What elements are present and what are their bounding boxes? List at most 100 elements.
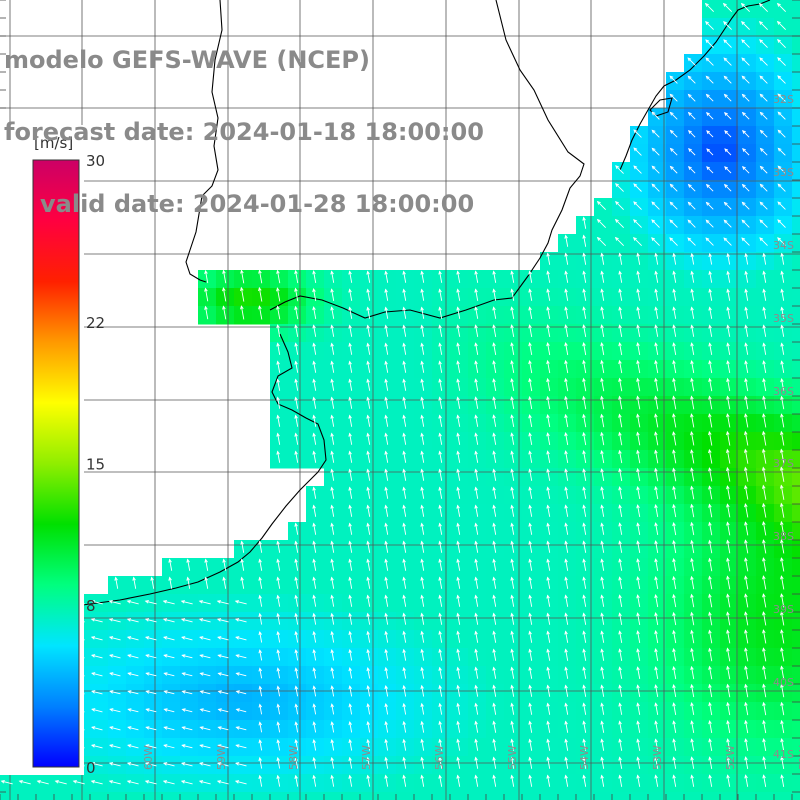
wind-arrow [330,721,335,733]
wind-arrow [258,739,263,751]
wind-arrow [492,720,497,733]
wind-arrow [744,395,749,410]
wind-arrow [546,576,551,589]
wind-arrow [456,522,461,535]
wind-arrow [510,684,515,697]
wind-arrow [726,503,731,518]
wind-arrow [780,520,785,536]
wind-arrow [780,324,785,337]
wind-arrow [510,306,515,319]
wind-arrow [651,219,660,228]
wind-arrow [294,269,299,284]
wind-arrow [672,413,677,428]
latitude-label: 35S [773,312,794,325]
wind-arrow [546,756,551,769]
wind-arrow [744,557,749,572]
field-cell [792,648,800,667]
wind-arrow [690,575,695,590]
wind-arrow [18,780,31,785]
wind-arrow [126,780,139,785]
wind-arrow [312,540,317,553]
wind-arrow [366,504,371,517]
wind-arrow [384,414,389,427]
wind-arrow [108,780,121,785]
wind-arrow [762,430,767,446]
wind-arrow [348,558,353,571]
wind-arrow [199,636,211,641]
wind-arrow [456,378,461,391]
wind-arrow [276,324,281,338]
wind-arrow [672,684,677,698]
wind-arrow [330,667,335,679]
wind-arrow [762,377,767,392]
wind-arrow [777,165,786,174]
wind-arrow [636,558,641,571]
wind-arrow [330,306,335,319]
wind-arrow [492,288,497,301]
wind-arrow [636,431,641,446]
wind-arrow [582,666,587,679]
wind-arrow [456,432,461,445]
wind-arrow [744,647,749,662]
wind-arrow [258,594,263,607]
wind-arrow [705,21,714,30]
wind-arrow [723,237,732,246]
wind-arrow [672,647,677,662]
wind-arrow [672,665,677,680]
wind-arrow [726,738,731,752]
wind-arrow [438,612,443,625]
wind-arrow [636,630,641,644]
colorbar-tick-label: 30 [86,152,105,170]
wind-arrow [780,360,785,373]
wind-arrow [528,576,533,589]
wind-arrow [54,780,67,785]
wind-arrow [492,648,497,661]
wind-arrow [312,774,317,787]
wind-arrow [348,703,353,715]
wind-arrow [384,504,389,517]
wind-arrow [127,708,139,713]
wind-arrow [615,183,624,192]
longitude-label: 60W [142,745,155,770]
wind-arrow [132,576,137,589]
colorbar-tick-label: 8 [86,597,96,615]
uruguay-coastline [185,0,223,283]
wind-arrow [276,269,281,284]
wind-arrow [474,702,479,715]
wind-arrow [492,558,497,571]
wind-arrow [181,636,193,641]
wind-arrow [690,288,695,301]
field-cell [792,180,800,199]
field-cell [792,666,800,685]
wind-arrow [402,468,407,481]
wind-arrow [474,432,479,445]
wind-arrow [402,414,407,427]
field-cell [90,792,109,800]
wind-arrow [510,504,515,517]
wind-arrow [546,630,551,643]
wind-arrow [348,612,353,625]
field-cell [252,792,271,800]
wind-arrow [687,93,696,102]
wind-arrow [186,576,191,589]
wind-arrow [564,666,569,679]
wind-arrow [384,720,389,733]
wind-arrow [312,558,317,571]
wind-arrow [672,306,677,319]
atlantic-coastline-north [269,0,585,319]
wind-arrow [348,774,353,787]
wind-arrow [258,576,263,589]
wind-arrow [726,466,731,482]
wind-arrow [762,324,767,337]
wind-arrow [474,288,479,301]
latitude-label: 34S [773,239,794,252]
wind-arrow [90,762,103,767]
wind-arrow [636,359,641,374]
field-cell [270,792,289,800]
wind-arrow [127,672,139,677]
field-cell [792,126,800,145]
wind-arrow [600,359,605,374]
wind-arrow [690,665,695,680]
field-cell [36,792,55,800]
wind-arrow [759,165,768,174]
